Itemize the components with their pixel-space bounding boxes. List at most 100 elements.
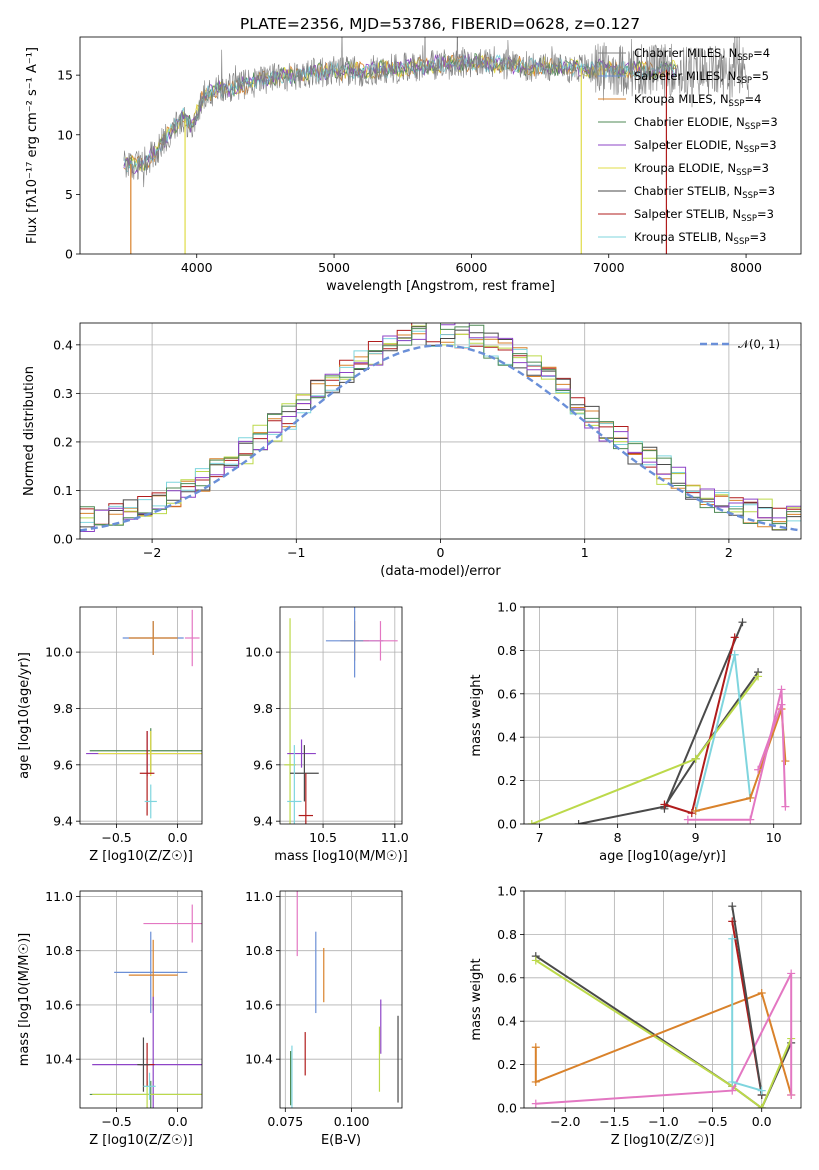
weight-marker	[728, 934, 737, 943]
plot-area	[123, 37, 749, 254]
x-axis-label: Z [log10(Z/Z☉)]	[89, 1133, 193, 1148]
x-tick-label: 1	[581, 545, 589, 560]
x-axis-label: E(B-V)	[321, 1133, 361, 1148]
y-tick-label: 11.0	[45, 889, 73, 904]
x-tick-label: 10	[766, 830, 782, 845]
x-tick-label: −0.5	[101, 1114, 131, 1129]
y-tick-label: 0.2	[497, 1057, 517, 1072]
legend-label: Chabrier MILES, NSSP=4	[634, 46, 770, 63]
y-tick-label: 10.8	[45, 943, 73, 958]
residuals-panel: −2 −1 0 1 2 0.0 0.1 0.2 0.3 0.4 (data-model)/error…	[22, 322, 802, 579]
plot-area	[284, 607, 398, 824]
model-spectrum-chabrier_elodie	[123, 53, 677, 173]
weight-marker	[531, 1099, 540, 1108]
x-tick-label: 0.100	[334, 1114, 370, 1129]
weight-line-chabrier_stelib	[731, 906, 763, 1096]
y-tick-label: 10.8	[245, 943, 273, 958]
y-tick-label: 9.6	[53, 757, 73, 772]
weight-marker	[757, 1104, 766, 1108]
age-vs-mass-panel: 10.5 11.0 9.4 9.6 9.8 10.0 mass [log10(M/M☉)]	[245, 606, 409, 864]
x-axis-label: Z [log10(Z/Z☉)]	[89, 849, 193, 864]
x-axis-label: Z [log10(Z/Z☉)]	[611, 1133, 715, 1148]
x-tick-label: 7000	[593, 260, 625, 275]
y-tick-label: 0.6	[497, 686, 517, 701]
weight-line-pink	[757, 704, 783, 771]
y-tick-label: 0.2	[497, 773, 517, 788]
y-tick-label: 9.4	[253, 814, 273, 829]
histogram-chabrier_elodie	[80, 323, 801, 526]
x-tick-label: −0.5	[697, 1114, 727, 1129]
weight-marker	[728, 902, 737, 911]
x-axis-label: (data-model)/error	[380, 564, 501, 579]
legend-label: Chabrier STELIB, NSSP=3	[634, 184, 775, 201]
spectrum-title: PLATE=2356, MJD=53786, FIBERID=0628, z=0…	[240, 15, 640, 33]
x-tick-label: 9	[692, 830, 700, 845]
histogram-kroupa_stelib	[80, 330, 801, 525]
x-tick-label: 11.0	[381, 830, 409, 845]
weight-marker	[728, 1077, 737, 1086]
x-tick-label: 0.0	[752, 1114, 772, 1129]
y-tick-label: 10.4	[245, 1052, 273, 1067]
y-axis-label: mass weight	[469, 674, 484, 756]
weight-vs-age-panel: 7 8 9 10 0.0 0.2 0.4 0.6 0.8 1.0 age [log10(age/yr…	[469, 600, 802, 864]
y-tick-label: 0.0	[497, 1101, 517, 1116]
weight-marker	[728, 1086, 737, 1095]
histogram-lime	[80, 323, 801, 530]
plot-area	[531, 902, 796, 1108]
y-tick-label: 9.4	[53, 814, 73, 829]
axes-frame	[523, 890, 802, 1109]
y-tick-label: 5	[65, 187, 73, 202]
legend-label: Salpeter ELODIE, NSSP=3	[634, 138, 777, 155]
weight-marker	[754, 672, 763, 681]
plot-area	[527, 618, 790, 824]
axes-frame	[279, 606, 403, 825]
weight-marker	[660, 800, 669, 809]
y-tick-label: 10	[57, 127, 73, 142]
weight-marker	[738, 618, 747, 627]
x-tick-label: 4000	[181, 260, 213, 275]
y-tick-label: 0.0	[53, 532, 73, 547]
x-tick-label: 6000	[455, 260, 487, 275]
weight-marker	[781, 757, 790, 766]
y-tick-label: 1.0	[497, 600, 517, 615]
x-tick-label: −0.5	[101, 830, 131, 845]
weight-marker	[781, 802, 790, 811]
weight-marker	[691, 806, 700, 815]
weight-marker	[687, 809, 696, 818]
legend-label: Kroupa STELIB, NSSP=3	[634, 230, 766, 247]
y-axis-label: mass [log10(M/M☉)]	[17, 933, 32, 1066]
weight-marker	[746, 793, 755, 802]
weight-marker	[574, 820, 583, 824]
x-axis-label: mass [log10(M/M☉)]	[274, 849, 407, 864]
x-tick-label: 8	[614, 830, 622, 845]
weight-marker	[531, 1043, 540, 1052]
y-axis-label: age [log10(age/yr)]	[17, 652, 32, 779]
axes-frame	[79, 606, 203, 825]
weight-marker	[531, 1077, 540, 1086]
weight-vs-z-panel: −2.0 −1.5 −1.0 −0.5 0.0 0.0 0.2 0.4 0.6 0.8 1.0 Z […	[469, 884, 802, 1148]
weight-line-chabrier_stelib	[663, 621, 744, 810]
axes-frame	[79, 890, 203, 1109]
y-tick-label: 10.6	[245, 997, 273, 1012]
histogram-salpeter_elodie	[80, 323, 801, 532]
legend-label: Salpeter STELIB, NSSP=3	[634, 207, 774, 224]
y-tick-label: 10.0	[45, 645, 73, 660]
y-tick-label: 0.3	[53, 386, 73, 401]
x-tick-label: 0.0	[168, 1114, 188, 1129]
plot-area	[89, 904, 202, 1108]
y-tick-label: 0.4	[497, 1014, 517, 1029]
y-tick-label: 0.0	[497, 817, 517, 832]
x-tick-label: 0.0	[168, 830, 188, 845]
y-axis-label: Flux [fλ10⁻¹⁷ erg cm⁻² s⁻¹ A⁻¹]	[25, 47, 40, 244]
weight-marker	[746, 815, 755, 824]
y-tick-label: 10.6	[45, 997, 73, 1012]
weight-line-lime	[535, 959, 793, 1108]
plot-area	[80, 323, 801, 532]
legend-label: Salpeter MILES, NSSP=5	[634, 69, 769, 86]
y-axis-label: mass weight	[469, 958, 484, 1040]
weight-marker	[757, 1086, 766, 1095]
axes-frame	[79, 322, 802, 540]
weight-line-chabrier_stelib	[578, 671, 759, 824]
y-tick-label: 9.8	[53, 701, 73, 716]
